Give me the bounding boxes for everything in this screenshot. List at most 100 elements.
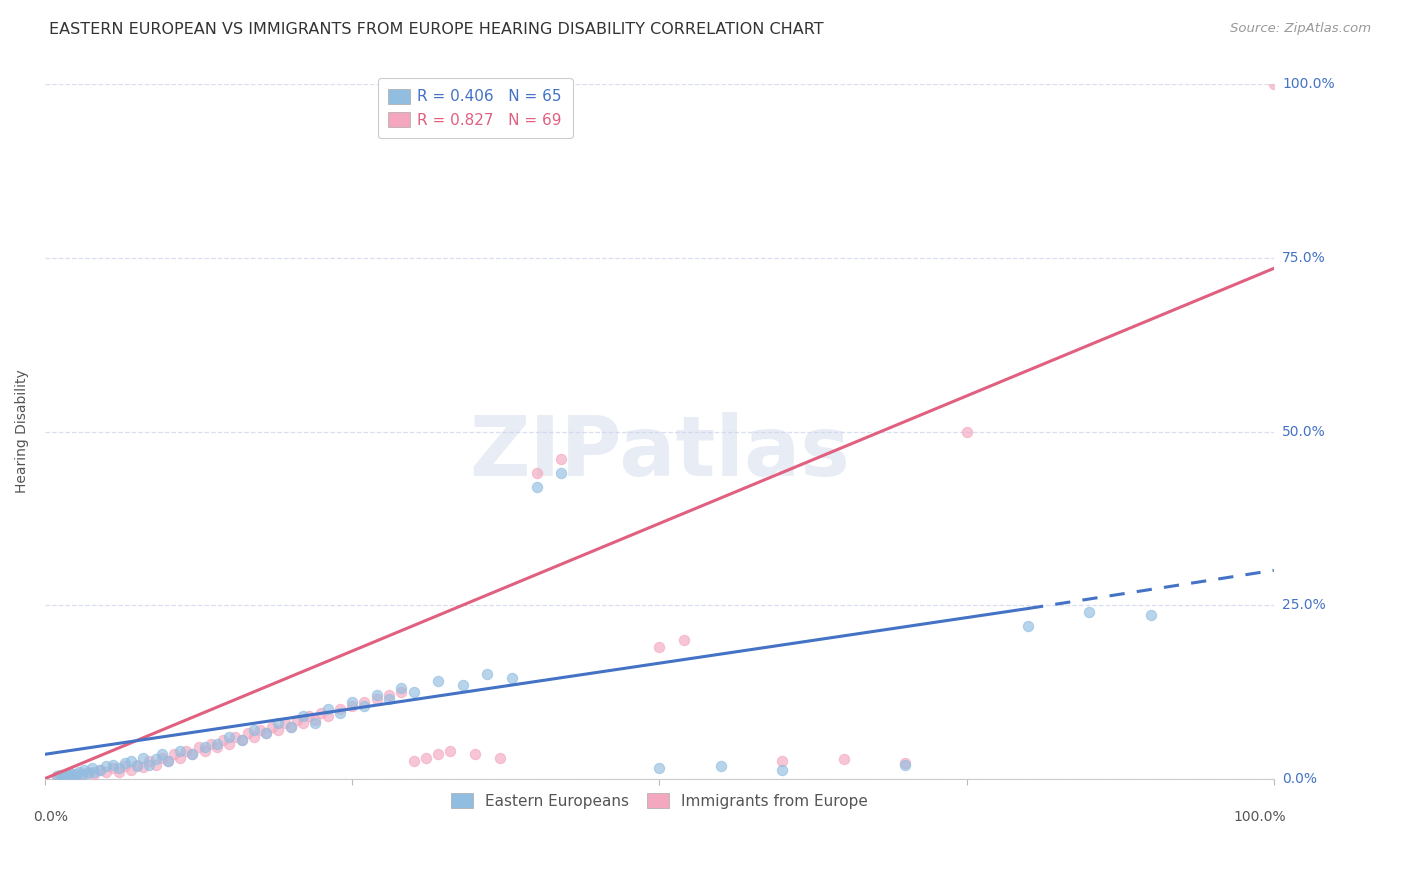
Text: ZIPatlas: ZIPatlas [468, 412, 849, 493]
Point [236, 726, 259, 740]
Point [181, 747, 204, 762]
Point [46, 770, 69, 784]
Point [194, 740, 217, 755]
Point [205, 737, 228, 751]
Point [107, 761, 129, 775]
Point [156, 754, 179, 768]
Point [73, 764, 96, 778]
Point [231, 733, 253, 747]
Point [120, 754, 142, 768]
Point [77, 764, 100, 779]
Point [389, 685, 412, 699]
Point [267, 716, 290, 731]
Point [169, 744, 191, 758]
Text: EASTERN EUROPEAN VS IMMIGRANTS FROM EUROPE HEARING DISABILITY CORRELATION CHART: EASTERN EUROPEAN VS IMMIGRANTS FROM EURO… [49, 22, 824, 37]
Point [316, 709, 339, 723]
Point [427, 674, 450, 689]
Point [205, 740, 228, 755]
Point [101, 761, 124, 775]
Point [311, 706, 333, 720]
Point [114, 759, 136, 773]
Point [389, 681, 412, 696]
Point [254, 726, 277, 740]
Point [224, 730, 246, 744]
Point [329, 706, 352, 720]
Point [52, 769, 75, 783]
Point [340, 695, 363, 709]
Point [550, 452, 572, 467]
Point [402, 754, 425, 768]
Point [254, 726, 277, 740]
Point [194, 744, 217, 758]
Point [138, 757, 160, 772]
Point [127, 757, 149, 772]
Point [353, 695, 375, 709]
Point [150, 750, 173, 764]
Point [138, 754, 160, 768]
Point [488, 750, 510, 764]
Point [316, 702, 339, 716]
Point [366, 691, 388, 706]
Point [451, 678, 474, 692]
Point [174, 744, 197, 758]
Point [439, 744, 461, 758]
Point [60, 769, 83, 783]
Point [648, 640, 671, 654]
Point [378, 688, 401, 702]
Point [169, 750, 191, 764]
Point [89, 764, 111, 778]
Point [70, 768, 93, 782]
Point [212, 733, 235, 747]
Text: 100.0%: 100.0% [1233, 810, 1286, 824]
Point [132, 760, 155, 774]
Point [710, 759, 733, 773]
Point [67, 764, 90, 779]
Point [477, 667, 499, 681]
Point [1017, 619, 1039, 633]
Point [427, 747, 450, 762]
Point [163, 747, 186, 762]
Point [132, 750, 155, 764]
Text: 0.0%: 0.0% [1282, 772, 1317, 786]
Point [415, 750, 437, 764]
Point [218, 730, 240, 744]
Point [56, 767, 79, 781]
Point [1140, 608, 1163, 623]
Y-axis label: Hearing Disability: Hearing Disability [15, 369, 30, 493]
Point [83, 766, 105, 780]
Point [101, 757, 124, 772]
Point [70, 767, 93, 781]
Point [65, 766, 87, 780]
Point [285, 713, 308, 727]
Point [48, 768, 70, 782]
Point [58, 766, 80, 780]
Point [304, 716, 326, 731]
Point [145, 752, 167, 766]
Point [304, 713, 326, 727]
Point [156, 754, 179, 768]
Legend: Eastern Europeans, Immigrants from Europe: Eastern Europeans, Immigrants from Europ… [440, 782, 879, 820]
Point [150, 747, 173, 762]
Point [672, 632, 695, 647]
Text: 100.0%: 100.0% [1282, 78, 1334, 92]
Point [273, 716, 295, 731]
Point [526, 466, 548, 480]
Point [1263, 78, 1285, 92]
Point [550, 466, 572, 480]
Point [280, 719, 302, 733]
Point [114, 756, 136, 771]
Point [262, 719, 284, 733]
Text: 0.0%: 0.0% [32, 810, 67, 824]
Point [77, 766, 100, 780]
Text: 75.0%: 75.0% [1282, 251, 1326, 265]
Point [231, 733, 253, 747]
Point [120, 763, 142, 777]
Point [46, 770, 69, 784]
Point [770, 764, 793, 778]
Point [107, 764, 129, 779]
Point [187, 740, 209, 755]
Point [249, 723, 271, 737]
Point [340, 698, 363, 713]
Point [832, 752, 855, 766]
Point [89, 763, 111, 777]
